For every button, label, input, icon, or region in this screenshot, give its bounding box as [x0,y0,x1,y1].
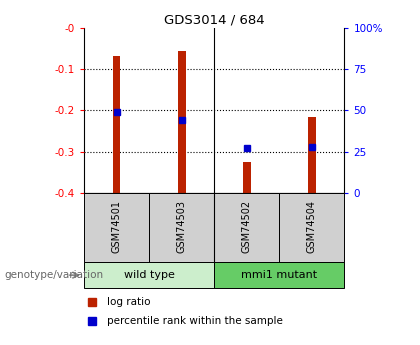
Text: GSM74502: GSM74502 [242,200,252,253]
Bar [178,51,186,193]
Text: GSM74504: GSM74504 [307,200,317,253]
Bar [279,193,344,262]
Text: log ratio: log ratio [108,297,151,307]
Text: percentile rank within the sample: percentile rank within the sample [108,316,284,326]
Bar [243,162,251,193]
Bar [113,56,121,193]
Bar [214,193,279,262]
Bar [308,117,316,193]
Text: mmi1 mutant: mmi1 mutant [241,270,318,280]
Text: GSM74501: GSM74501 [112,200,121,253]
Bar [214,262,344,288]
Text: GSM74503: GSM74503 [177,200,186,253]
Text: wild type: wild type [123,270,175,280]
Bar [84,262,214,288]
Bar [149,193,214,262]
Text: genotype/variation: genotype/variation [4,270,103,280]
Bar [84,193,149,262]
Title: GDS3014 / 684: GDS3014 / 684 [164,13,265,27]
